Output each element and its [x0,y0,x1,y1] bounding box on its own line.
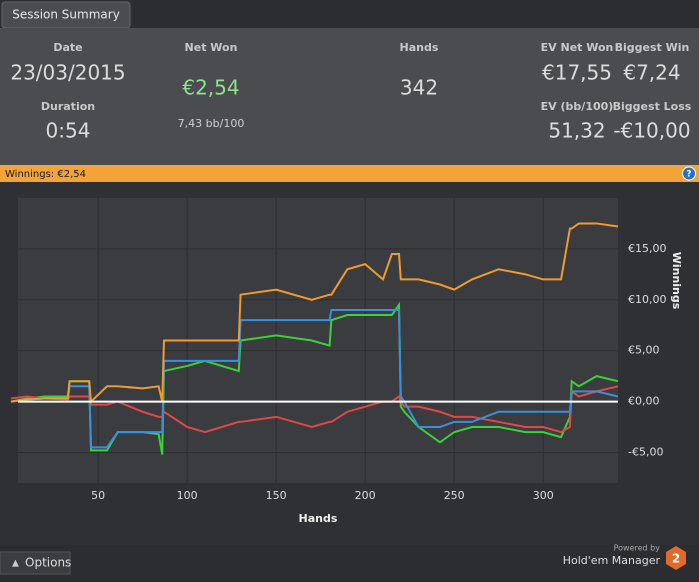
brand-logo [666,546,686,570]
footer [0,545,699,578]
y-tick-label: €0,00 [628,395,660,408]
winnings-bar-title: Winnings: €2,54 [5,169,86,180]
winnings-bar [0,165,699,182]
help-button[interactable] [682,166,696,181]
powered-by: Powered by [614,544,661,553]
stat-sub: 7,43 bb/100 [178,117,245,130]
stat-label: EV Net Won [541,41,614,54]
y-tick-label: €10,00 [628,293,667,306]
y-tick-label: €5,00 [628,344,660,357]
brand-badge: 2 [672,552,680,566]
series-line [10,222,619,404]
stat-value: €2,54 [182,76,239,100]
tab-label[interactable]: Session Summary [12,8,120,22]
x-tick-label: 50 [91,489,105,502]
y-tick-label: €15,00 [628,242,667,255]
x-axis-label: Hands [299,512,338,525]
stat-value: 23/03/2015 [10,61,125,85]
stat-label: Duration [41,100,95,113]
x-tick-label: 200 [355,489,376,502]
options-icon[interactable]: ▲ [12,559,19,569]
y-axis-label: Winnings [670,252,683,310]
stat-label: Date [53,41,82,54]
x-tick-label: 100 [177,489,198,502]
stat-label: Hands [400,41,439,54]
stat-value: 51,32 [548,119,605,143]
stat-label: Biggest Loss [613,100,692,113]
x-tick-label: 300 [533,489,554,502]
brand: Hold'em Manager [563,554,661,567]
options-button[interactable] [0,551,71,575]
stats-panel [0,28,699,165]
stat-value: 342 [400,76,438,100]
series-line [10,301,619,455]
series-line [10,385,619,434]
stat-label: Biggest Win [615,41,690,54]
series-line [10,308,619,449]
y-tick-label: -€5,00 [628,445,663,458]
stat-value: €7,24 [623,61,680,85]
stat-value: -€10,00 [613,119,690,143]
x-tick-label: 250 [444,489,465,502]
help-icon[interactable]: ? [686,170,691,180]
stat-value: €17,55 [542,61,612,85]
stat-value: 0:54 [46,119,91,143]
stat-label: Net Won [185,41,238,54]
x-tick-label: 150 [266,489,287,502]
options-label[interactable]: Options [25,556,71,570]
plot-area [18,198,618,483]
stat-label: EV (bb/100) [541,100,614,113]
